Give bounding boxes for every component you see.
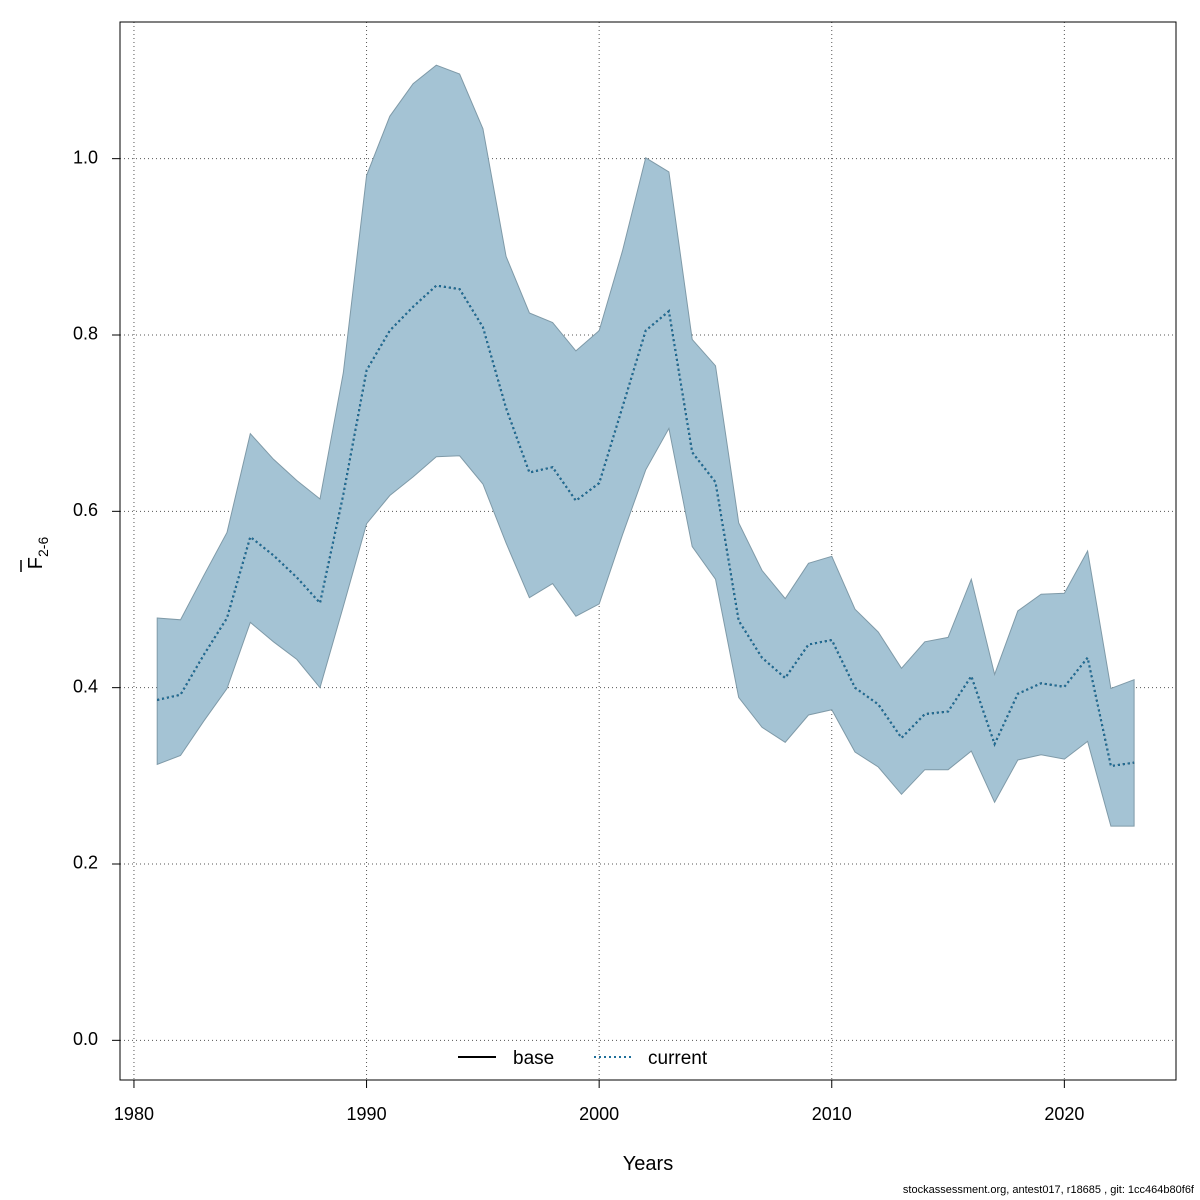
legend: base current <box>458 1048 708 1069</box>
svg-text:F2-6: F2-6 <box>25 537 51 570</box>
y-axis: 0.0 0.2 0.4 0.6 0.8 1.0 <box>73 147 120 1049</box>
y-tick-label-1.0: 1.0 <box>73 147 98 167</box>
legend-label-base: base <box>513 1048 554 1069</box>
confidence-band <box>156 64 1135 827</box>
y-tick-label-0.2: 0.2 <box>73 853 98 873</box>
series-line-current <box>156 284 1135 768</box>
x-tick-label-1990: 1990 <box>347 1104 387 1124</box>
x-axis-title: Years <box>623 1153 673 1175</box>
y-tick-label-0.4: 0.4 <box>73 676 98 696</box>
plot-box <box>119 21 1177 1081</box>
x-tick-label-2010: 2010 <box>812 1104 852 1124</box>
x-tick-label-1980: 1980 <box>114 1104 154 1124</box>
y-axis-title-main: F <box>25 557 47 569</box>
legend-label-current: current <box>648 1048 708 1069</box>
y-axis-title: F2-6 <box>20 537 51 572</box>
y-tick-label-0.0: 0.0 <box>73 1029 98 1049</box>
x-axis: 1980 1990 2000 2010 2020 <box>114 1080 1084 1124</box>
footer-credit: stockassessment.org, antest017, r18685 ,… <box>902 1184 1194 1196</box>
x-tick-label-2020: 2020 <box>1044 1104 1084 1124</box>
y-tick-label-0.8: 0.8 <box>73 324 98 344</box>
x-tick-label-2000: 2000 <box>579 1104 619 1124</box>
y-tick-label-0.6: 0.6 <box>73 500 98 520</box>
y-axis-title-sub: 2-6 <box>35 537 51 557</box>
